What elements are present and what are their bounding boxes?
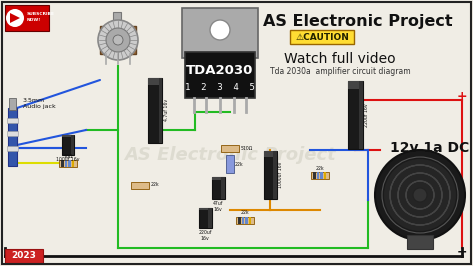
Bar [5, 5, 49, 31]
Bar [238, 217, 241, 223]
Bar [290, 30, 354, 44]
Text: NOW!: NOW! [27, 18, 41, 22]
Bar [348, 81, 362, 149]
Text: 4.7uf 16v: 4.7uf 16v [164, 99, 169, 121]
Bar [221, 144, 239, 152]
Bar [320, 172, 323, 178]
Text: 220uf
16v: 220uf 16v [198, 230, 212, 241]
Bar [64, 160, 67, 167]
Bar [236, 217, 254, 223]
Bar [221, 177, 225, 199]
Text: Watch full video: Watch full video [284, 52, 396, 66]
Bar [208, 208, 211, 228]
Text: 22k: 22k [241, 210, 249, 215]
Text: SUBSCRIBE: SUBSCRIBE [27, 12, 55, 16]
Circle shape [106, 28, 130, 52]
Text: 22k: 22k [151, 182, 159, 188]
Bar [211, 177, 225, 199]
Bar [199, 208, 211, 210]
Text: 3.5mm
Audio jack: 3.5mm Audio jack [23, 98, 56, 109]
Bar [226, 155, 234, 173]
Circle shape [113, 35, 123, 45]
Bar [245, 217, 248, 223]
Circle shape [413, 188, 427, 202]
Circle shape [6, 9, 24, 27]
Bar [62, 135, 74, 155]
Text: −: − [457, 246, 467, 259]
Bar [248, 217, 251, 223]
Bar [61, 160, 64, 167]
Text: 1000uf 16v: 1000uf 16v [279, 162, 283, 188]
Text: 22k: 22k [315, 165, 324, 171]
Bar [71, 135, 74, 155]
Bar [273, 151, 277, 199]
Bar [185, 52, 255, 98]
Bar [113, 12, 121, 28]
Text: 2023: 2023 [11, 251, 36, 260]
Text: ⚠CAUTION: ⚠CAUTION [295, 32, 349, 41]
Bar [7, 118, 18, 123]
Circle shape [98, 20, 138, 60]
Text: Tda 2030a  amplifier circuit diagram: Tda 2030a amplifier circuit diagram [270, 67, 410, 76]
Circle shape [210, 20, 230, 40]
Bar [311, 172, 329, 178]
Bar [211, 177, 225, 180]
Bar [7, 146, 18, 151]
Bar [182, 8, 258, 58]
Bar [324, 172, 326, 178]
Text: 510Ω: 510Ω [241, 146, 253, 151]
Text: TDA2030: TDA2030 [186, 64, 254, 77]
Bar [68, 160, 71, 167]
Bar [100, 26, 136, 54]
Text: 22k: 22k [235, 161, 244, 167]
Text: 47uf
16v: 47uf 16v [213, 201, 223, 212]
Bar [148, 77, 162, 85]
Bar [5, 249, 43, 263]
Bar [263, 151, 277, 199]
Bar [71, 160, 74, 167]
Bar [62, 135, 74, 138]
Bar [8, 108, 17, 166]
Circle shape [384, 159, 456, 231]
Text: 220uf 16v: 220uf 16v [365, 103, 369, 127]
Bar [407, 235, 433, 249]
Bar [316, 172, 319, 178]
Text: AS Electronic Project: AS Electronic Project [124, 146, 336, 164]
Bar [59, 160, 77, 167]
Bar [242, 217, 244, 223]
Bar [263, 151, 277, 157]
Bar [131, 181, 149, 189]
Bar [348, 81, 362, 89]
Text: AS Electronic Project: AS Electronic Project [263, 14, 453, 29]
Bar [313, 172, 316, 178]
Text: 10Ω: 10Ω [63, 153, 73, 159]
Bar [199, 208, 211, 228]
Bar [9, 98, 16, 110]
Polygon shape [10, 13, 20, 23]
Bar [359, 81, 362, 149]
Text: +: + [457, 89, 467, 102]
Bar [7, 131, 18, 136]
Text: 12v 1a DC: 12v 1a DC [390, 141, 470, 155]
Text: 1  2  3  4  5: 1 2 3 4 5 [185, 84, 255, 93]
Bar [148, 77, 162, 143]
Bar [158, 77, 162, 143]
Circle shape [375, 150, 465, 240]
Text: 100uf 16v: 100uf 16v [56, 157, 80, 162]
